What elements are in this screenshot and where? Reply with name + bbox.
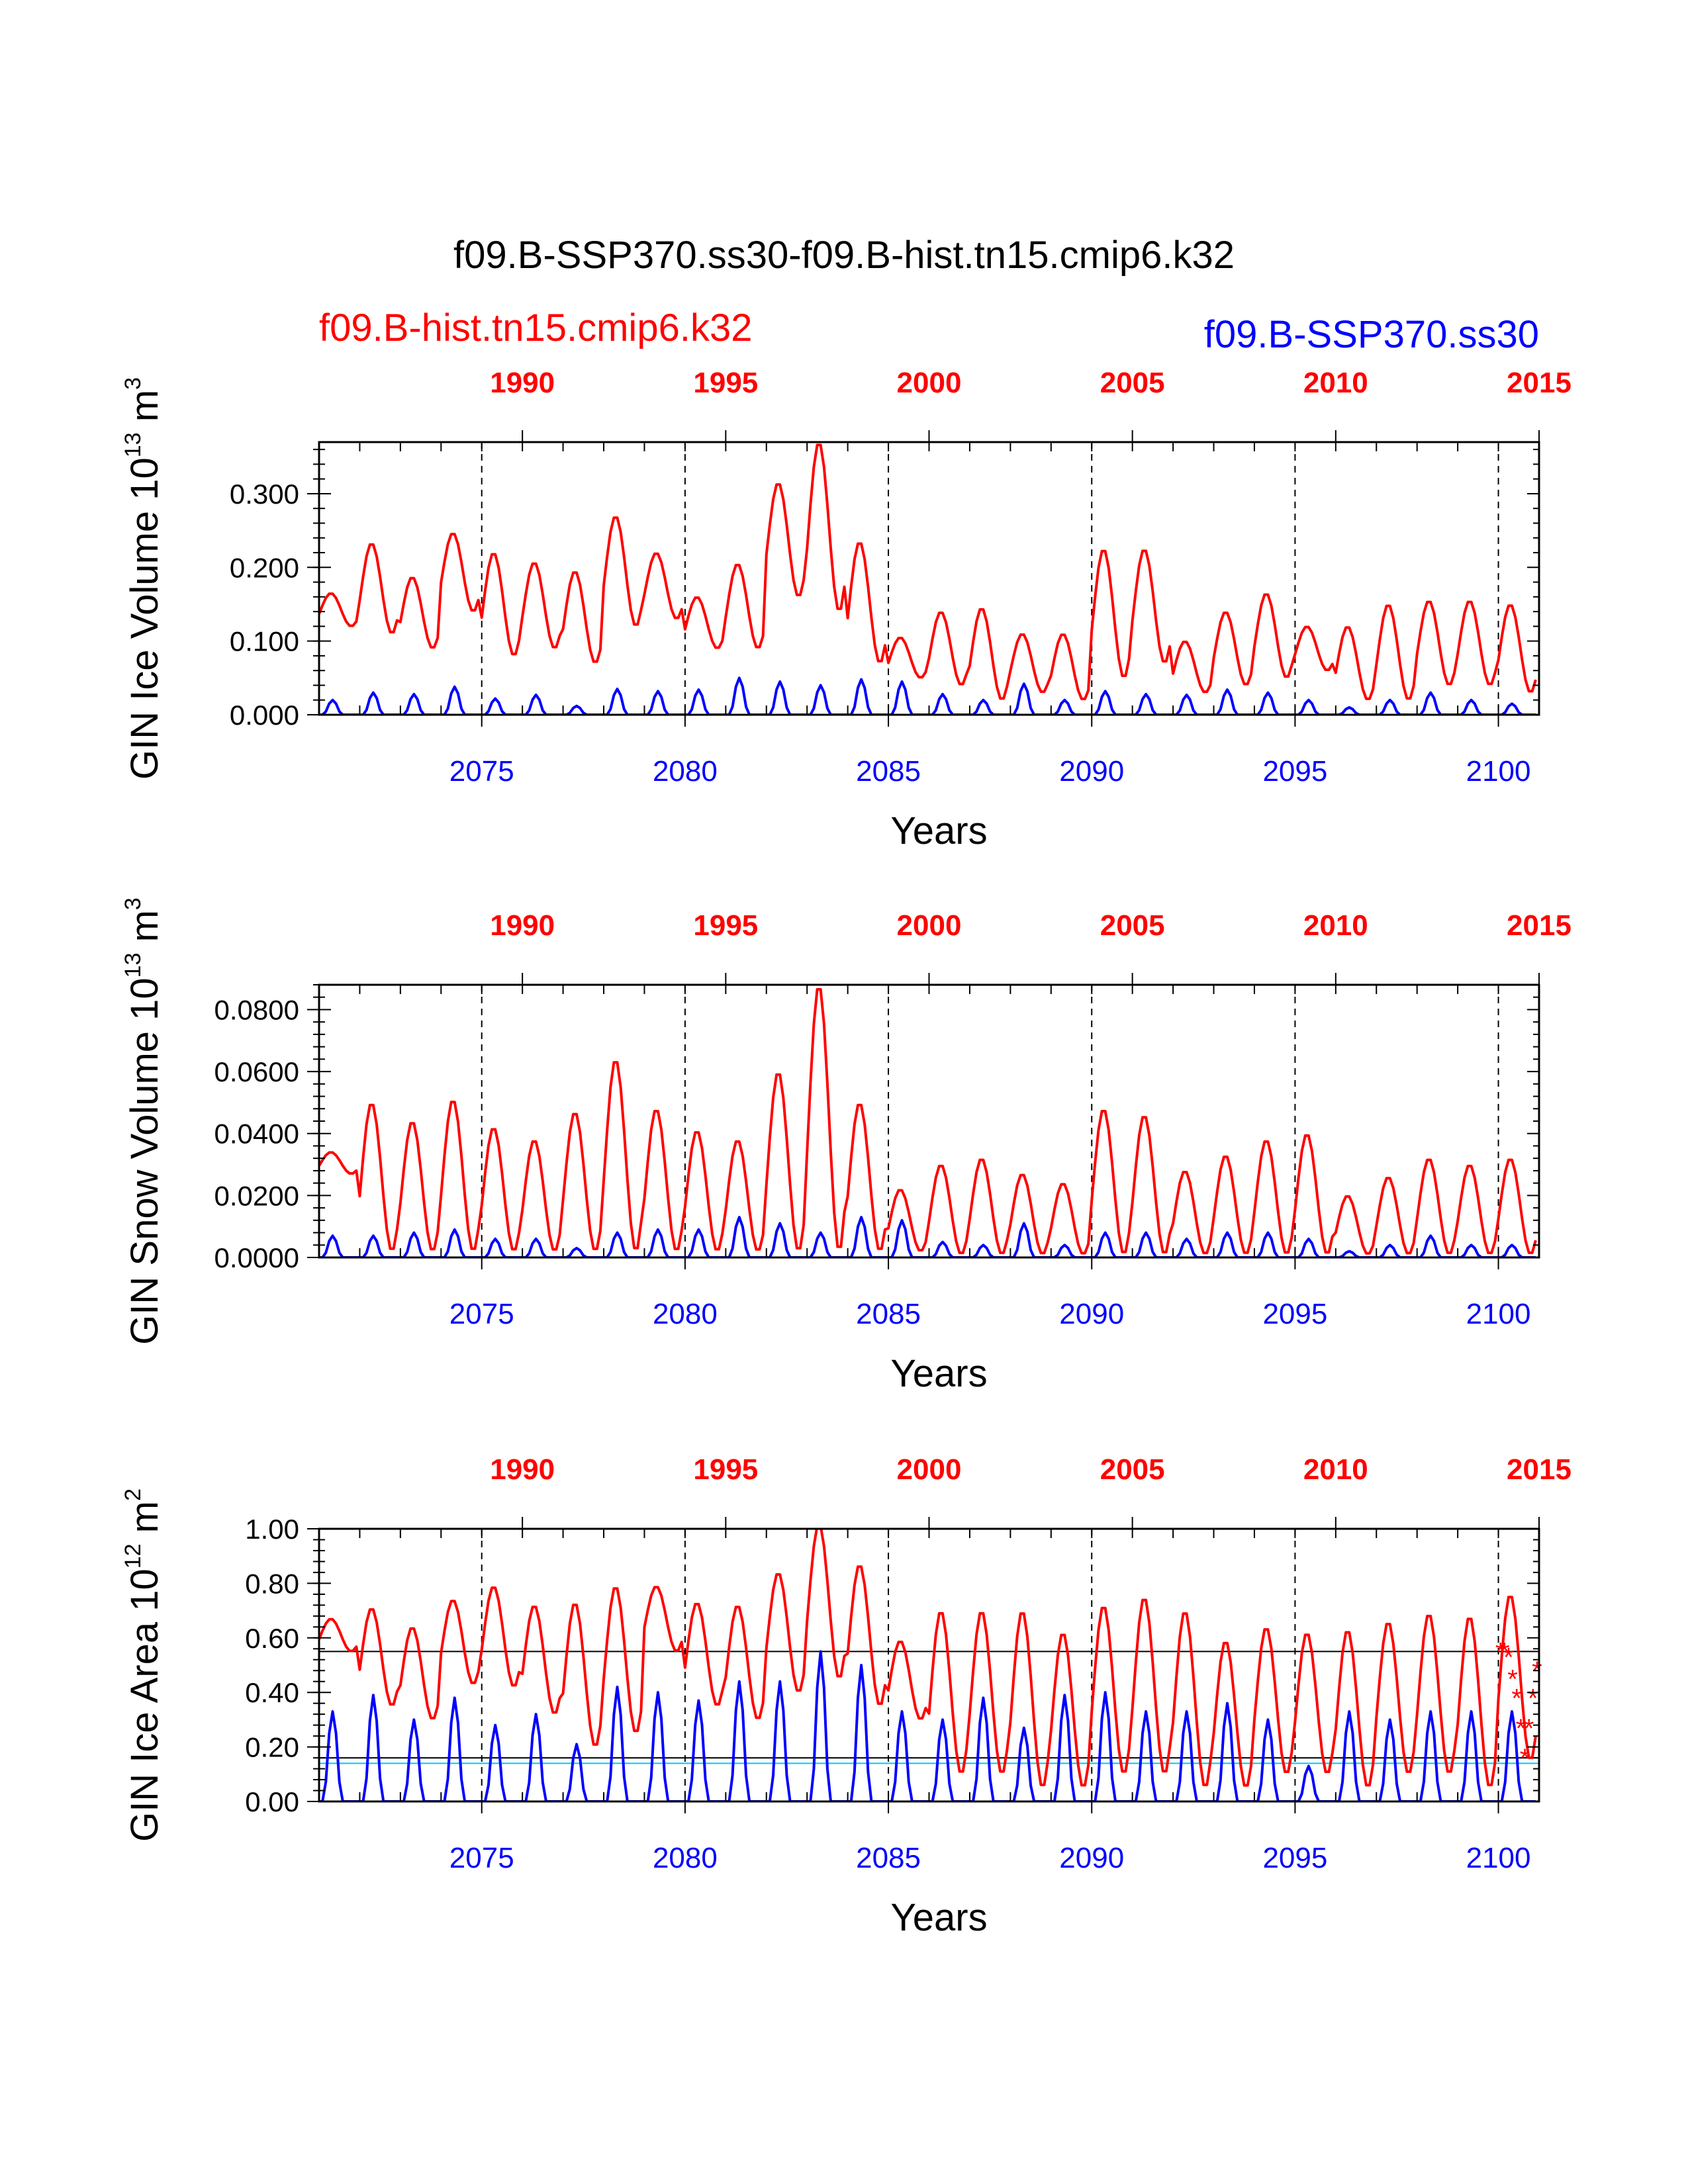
- x-bottom-tick-label: 2080: [653, 755, 718, 788]
- x-bottom-tick-label: 2095: [1262, 1842, 1327, 1874]
- x-bottom-tick-label: 2090: [1059, 1298, 1124, 1330]
- marker-point: *: [1528, 1684, 1538, 1713]
- x-top-tick-label: 1995: [693, 367, 758, 399]
- panel-1: 0.000 0.100 0.200 0.300 2075 2080 2085 2090 2095…: [120, 367, 1571, 852]
- x-bottom-tick-label: 2100: [1466, 755, 1531, 788]
- x-bottom-tick-label: 2085: [856, 1298, 921, 1330]
- y-tick-label: 0.0600: [214, 1056, 299, 1087]
- x-bottom-tick-label: 2075: [449, 1298, 514, 1330]
- x-top-tick-label: 1995: [693, 1453, 758, 1486]
- x-bottom-tick-label: 2090: [1059, 755, 1124, 788]
- y-tick-label: 0.40: [245, 1677, 299, 1708]
- x-top-tick-label: 2015: [1507, 1453, 1571, 1486]
- y-tick-label: 0.60: [245, 1623, 299, 1654]
- plot-frame: [318, 1527, 1540, 1803]
- marker-point: *: [1516, 1714, 1526, 1743]
- x-top-tick-label: 2015: [1507, 367, 1571, 399]
- panel-3: **********0.000.200.400.600.801.00207520…: [120, 1453, 1571, 1939]
- panels: 0.000 0.100 0.200 0.300 2075 2080 2085 2090 2095…: [120, 367, 1571, 1939]
- x-axis-label: Years: [890, 809, 987, 852]
- x-top-tick-label: 2005: [1100, 1453, 1165, 1486]
- y-axis-label: GIN Ice Volume 1013 m3: [120, 377, 166, 780]
- marker-point: *: [1507, 1665, 1518, 1694]
- x-top-tick-label: 2000: [897, 367, 962, 399]
- marker-point: *: [1499, 1637, 1510, 1666]
- x-top-tick-label: 1995: [693, 909, 758, 942]
- x-axis-label: Years: [890, 1352, 987, 1395]
- x-bottom-tick-label: 2075: [449, 755, 514, 788]
- marker-point: *: [1495, 1637, 1506, 1666]
- x-top-tick-label: 2010: [1303, 1453, 1368, 1486]
- x-bottom-tick-label: 2100: [1466, 1842, 1531, 1874]
- y-tick-label: 0.20: [245, 1732, 299, 1763]
- x-bottom-tick-label: 2075: [449, 1842, 514, 1874]
- series-line-hist: [319, 987, 1537, 1255]
- x-bottom-tick-label: 2080: [653, 1842, 718, 1874]
- x-bottom-tick-label: 2095: [1262, 755, 1327, 788]
- y-tick-label: 0.300: [230, 478, 299, 510]
- y-tick-label: 0.0200: [214, 1180, 299, 1211]
- series-line-hist: [319, 1529, 1537, 1787]
- left-experiment-label: f09.B-hist.tn15.cmip6.k32: [319, 306, 752, 349]
- x-bottom-tick-label: 2090: [1059, 1842, 1124, 1874]
- x-axis-label: Years: [890, 1896, 987, 1939]
- y-axis-label: GIN Ice Area 1012 m2: [120, 1488, 166, 1842]
- x-bottom-tick-label: 2085: [856, 1842, 921, 1874]
- x-top-tick-label: 2000: [897, 909, 962, 942]
- series-line-ssp: [319, 1650, 1536, 1801]
- marker-point: *: [1511, 1684, 1522, 1713]
- figure-title: f09.B-SSP370.ss30-f09.B-hist.tn15.cmip6.…: [453, 234, 1235, 277]
- x-top-tick-label: 2010: [1303, 909, 1368, 942]
- x-top-tick-label: 2005: [1100, 367, 1165, 399]
- plot-frame: [318, 441, 1540, 716]
- marker-point: *: [1524, 1714, 1534, 1743]
- y-tick-label: 0.200: [230, 552, 299, 583]
- y-tick-label: 0.000: [230, 700, 299, 731]
- x-top-tick-label: 2010: [1303, 367, 1368, 399]
- y-tick-label: 0.0000: [214, 1242, 299, 1273]
- series-line-hist: [319, 443, 1537, 701]
- x-bottom-tick-label: 2095: [1262, 1298, 1327, 1330]
- x-bottom-tick-label: 2085: [856, 755, 921, 788]
- x-bottom-tick-label: 2100: [1466, 1298, 1531, 1330]
- y-tick-label: 1.00: [245, 1514, 299, 1545]
- x-bottom-tick-label: 2080: [653, 1298, 718, 1330]
- x-top-tick-label: 1990: [490, 1453, 555, 1486]
- right-experiment-label: f09.B-SSP370.ss30: [1204, 313, 1539, 356]
- y-tick-label: 0.100: [230, 626, 299, 657]
- marker-point: *: [1520, 1744, 1530, 1773]
- y-axis-label: GIN Snow Volume 1013 m3: [120, 897, 166, 1345]
- x-top-tick-label: 2015: [1507, 909, 1571, 942]
- y-tick-label: 0.80: [245, 1568, 299, 1599]
- y-tick-label: 0.0400: [214, 1118, 299, 1150]
- y-tick-label: 0.0800: [214, 994, 299, 1025]
- panel-2: 0.0000 0.0200 0.0400 0.0600 0.0800 2075 2080 20…: [120, 897, 1571, 1395]
- x-top-tick-label: 2005: [1100, 909, 1165, 942]
- marker-point: *: [1503, 1643, 1514, 1672]
- x-top-tick-label: 1990: [490, 367, 555, 399]
- y-tick-label: 0.00: [245, 1786, 299, 1817]
- x-top-tick-label: 1990: [490, 909, 555, 942]
- x-top-tick-label: 2000: [897, 1453, 962, 1486]
- series-line-ssp: [319, 676, 1536, 715]
